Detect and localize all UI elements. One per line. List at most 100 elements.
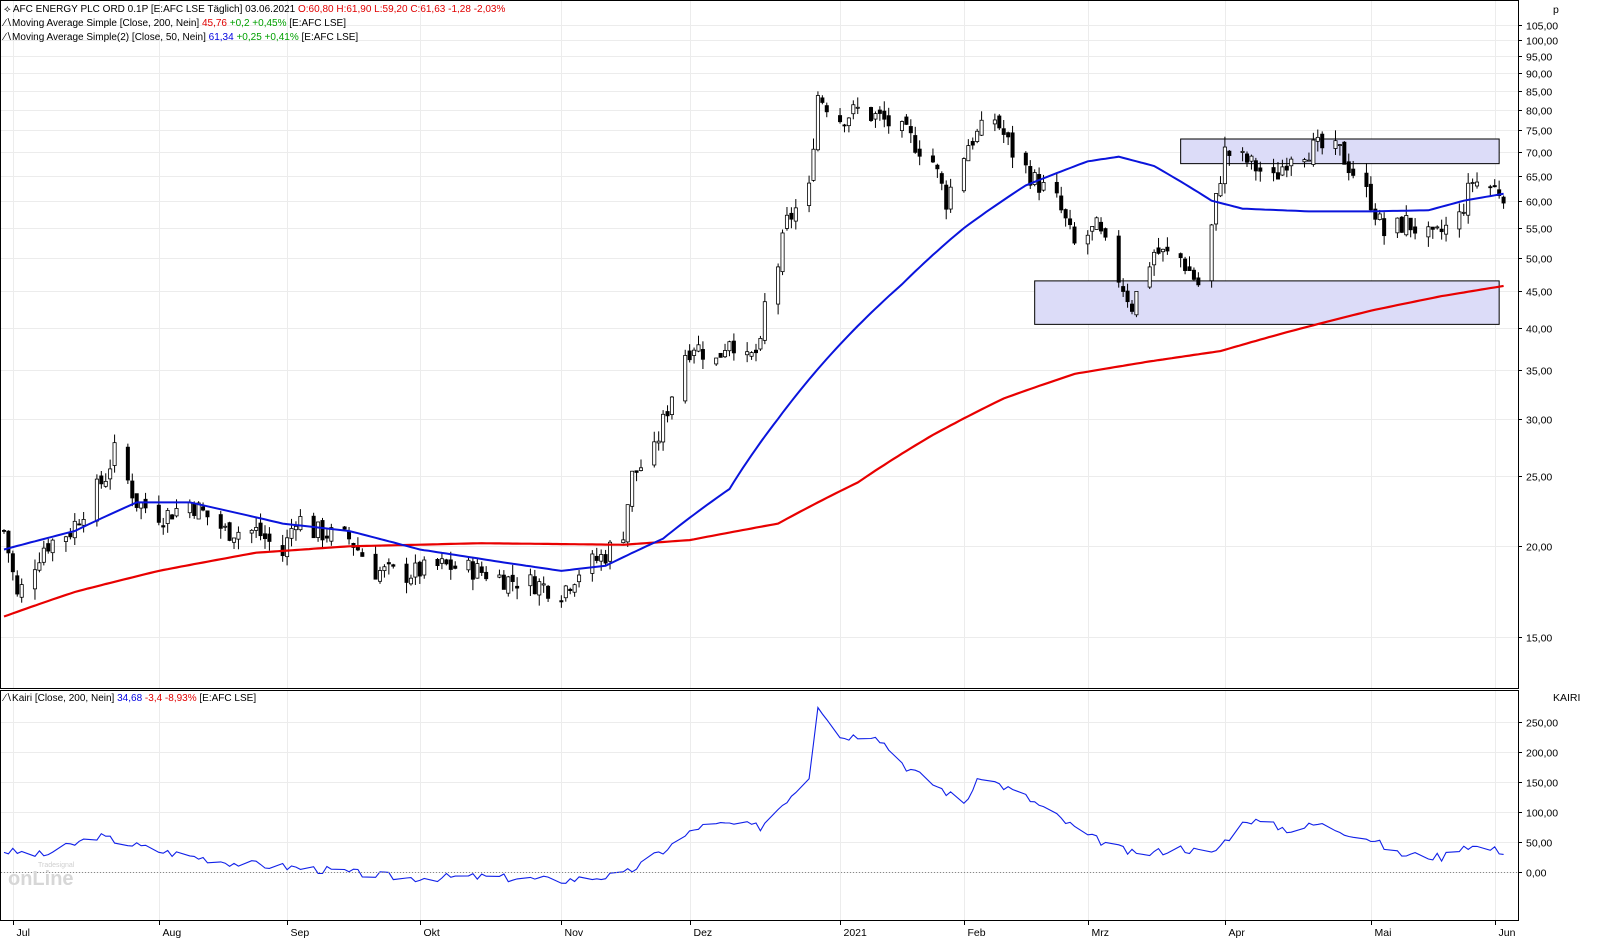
candle-body <box>1364 172 1369 187</box>
candle-body <box>1249 155 1254 162</box>
candle-body <box>621 539 626 544</box>
candle-body <box>161 525 166 528</box>
candle <box>77 519 82 526</box>
candle-body <box>134 493 139 508</box>
candle <box>298 509 303 532</box>
candle <box>838 108 843 124</box>
candle-body <box>979 119 984 136</box>
candle-body <box>453 565 458 569</box>
candle-body <box>156 504 161 523</box>
candle-body <box>1302 159 1307 163</box>
candle-body <box>882 110 887 120</box>
candle-body <box>608 541 613 562</box>
kairi-tick-label: 200,00 <box>1526 748 1558 760</box>
candle <box>1488 184 1493 197</box>
time-tick-label: Dez <box>694 927 713 939</box>
candle-body <box>1382 218 1387 237</box>
candle <box>280 534 285 562</box>
price-legend[interactable]: ⟡ AFC ENERGY PLC ORD 0.1P [E:AFC LSE Täg… <box>4 3 505 16</box>
candle-body <box>408 577 413 585</box>
candle <box>46 538 51 554</box>
candle <box>886 107 891 134</box>
candle <box>81 511 86 533</box>
candle <box>289 518 294 547</box>
candle <box>696 335 701 353</box>
candle <box>594 547 599 564</box>
kairi-axis[interactable]: 0,00 50,00 100,00 150,00 200,00 250,00 <box>1518 718 1558 880</box>
candle <box>546 584 551 602</box>
candle-body <box>99 475 104 485</box>
candle-body <box>382 566 387 572</box>
candle-body <box>1342 141 1347 165</box>
logo-text: onLine <box>8 868 74 890</box>
candle <box>232 537 237 549</box>
candle-body <box>1032 172 1037 185</box>
candle <box>112 434 117 473</box>
logo-small-text: Tradesignal <box>38 862 75 869</box>
candle-body <box>541 583 546 586</box>
candle-body <box>851 104 856 115</box>
candle-body <box>807 182 812 206</box>
candle <box>475 557 480 579</box>
candle <box>103 473 108 488</box>
candle-body <box>820 97 825 103</box>
ma200-legend[interactable]: ∕∖Moving Average Simple [Close, 200, Nei… <box>4 17 346 30</box>
candle <box>254 517 259 538</box>
candle <box>599 549 604 571</box>
candle <box>700 341 705 369</box>
candle <box>1311 132 1316 167</box>
candle-body <box>997 115 1002 129</box>
candle <box>683 349 688 404</box>
candle <box>223 523 228 532</box>
candle-body <box>417 561 422 577</box>
candle-body <box>577 574 582 583</box>
candle-body <box>846 117 851 127</box>
candle-body <box>528 574 533 587</box>
candle-body <box>1160 248 1165 253</box>
candle-body <box>205 510 210 518</box>
price-close: C:61,63 <box>410 4 446 15</box>
candle-body <box>466 559 471 571</box>
time-axis[interactable]: Jul Aug Sep Okt Nov Dez 2021 Feb Mrz Apr Mai Jun <box>13 920 1516 939</box>
candle <box>630 470 635 512</box>
candle-body <box>886 115 891 127</box>
candle-body <box>201 506 206 511</box>
ma50-legend[interactable]: ∕∖Moving Average Simple(2) [Close, 50, N… <box>4 31 358 44</box>
candle-body <box>1271 167 1276 174</box>
candle <box>577 570 582 588</box>
candle-body <box>692 349 697 356</box>
candle-body <box>842 124 847 127</box>
candle-body <box>948 186 953 210</box>
candle <box>41 540 46 566</box>
candle-body <box>236 531 241 540</box>
candle <box>930 148 935 164</box>
candle-body <box>1068 218 1073 226</box>
candle-body <box>192 503 197 516</box>
price-axis[interactable]: 15,00 20,00 25,00 30,00 35,00 40,00 45,00 50,00… <box>1518 21 1558 645</box>
candle <box>1183 256 1188 275</box>
candle <box>501 570 506 590</box>
time-tick-label: Mai <box>1375 927 1392 939</box>
candle <box>877 106 882 121</box>
candle-body <box>1457 211 1462 230</box>
candle <box>108 459 113 490</box>
candle <box>417 560 422 584</box>
candle <box>139 501 144 520</box>
candle <box>267 527 272 551</box>
candle-body <box>1444 224 1449 235</box>
price-panel-border <box>0 0 1519 689</box>
time-tick-label: Okt <box>424 927 440 939</box>
candle <box>1218 176 1223 198</box>
candle <box>899 120 904 138</box>
candle <box>351 542 356 556</box>
candle-body <box>19 584 24 598</box>
kairi-legend[interactable]: ∕∖Kairi [Close, 200, Nein] 34,68 -3,4 -8… <box>4 692 256 705</box>
candle-body <box>1488 186 1493 189</box>
candle <box>1284 157 1289 178</box>
candle <box>669 396 674 420</box>
price-tick-label: 35,00 <box>1526 366 1552 378</box>
candle-body <box>1041 182 1046 191</box>
candle-body <box>1099 221 1104 232</box>
candle <box>1152 249 1157 276</box>
